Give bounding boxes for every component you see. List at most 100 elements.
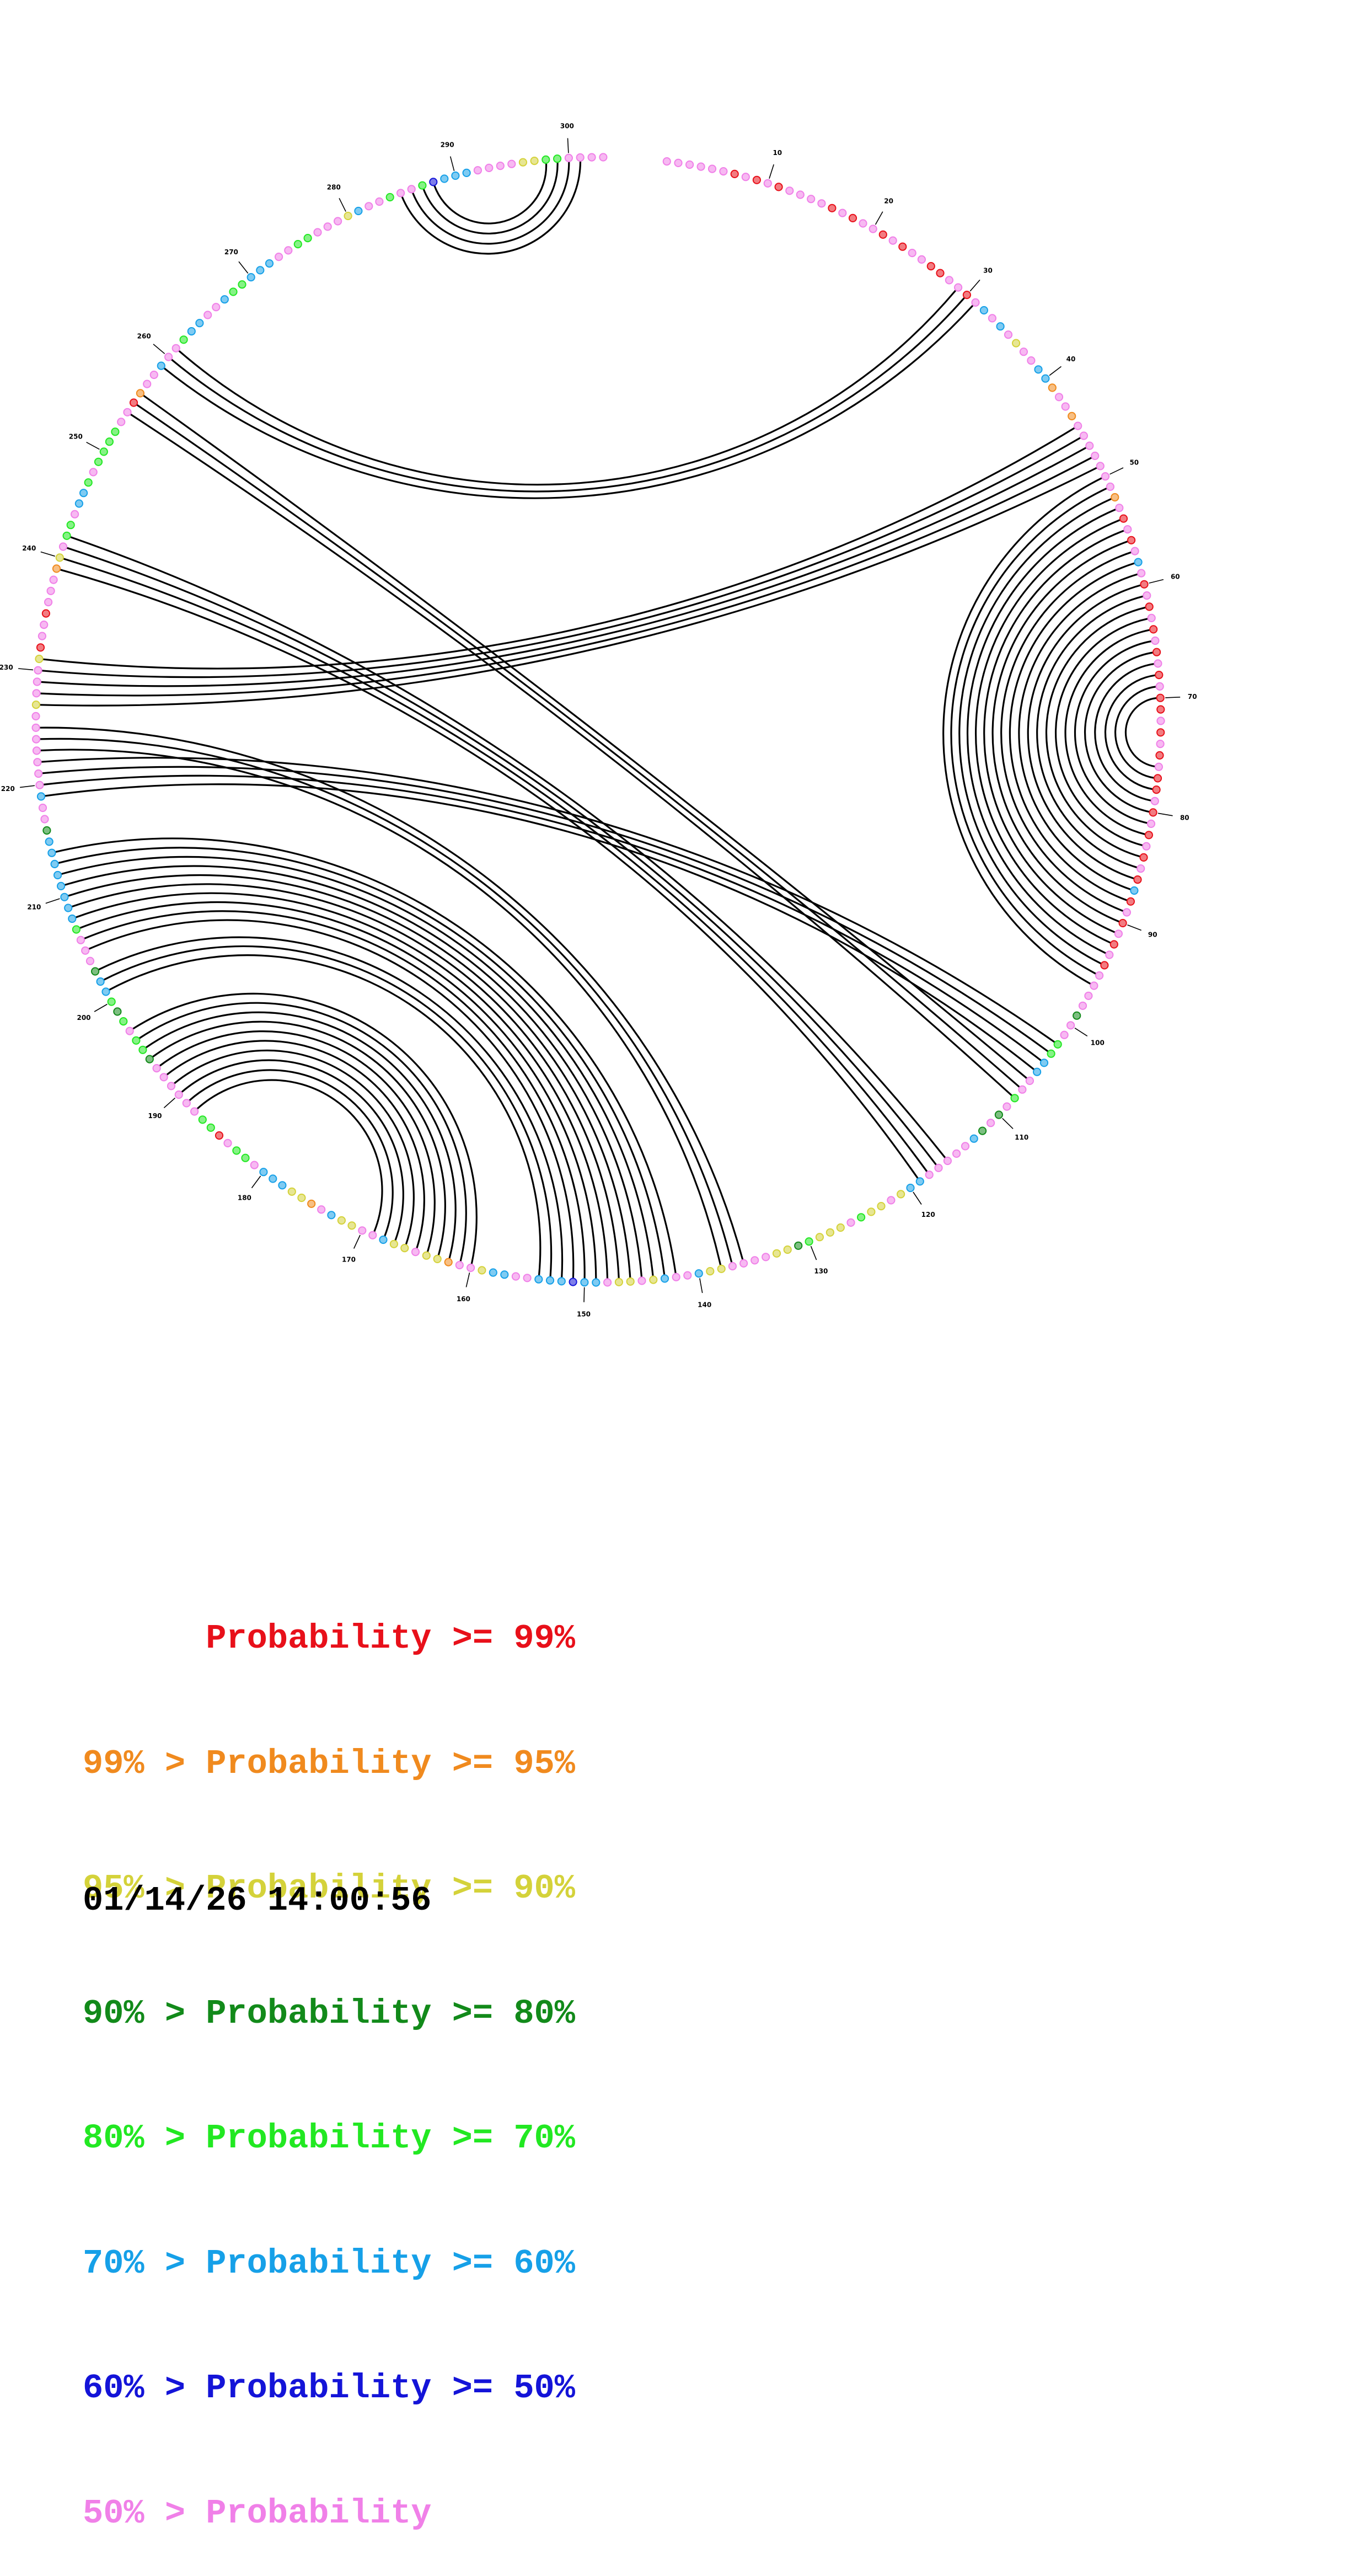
base-pair-arc-161-196: [138, 1002, 467, 1262]
nucleotide-148: [603, 1278, 612, 1287]
position-label-140: 140: [698, 1301, 711, 1309]
nucleotide-52: [1111, 493, 1119, 502]
nucleotide-150: [580, 1278, 589, 1287]
base-pair-arc-69-77: [1114, 686, 1156, 779]
circle-plot: 10 20 30 40 50 60 70 80 90 100 110 120 130 140 150 160 1…: [0, 122, 1197, 1318]
nucleotide-214: [47, 848, 56, 857]
nucleotide-289: [440, 174, 449, 183]
position-label-20: 20: [884, 197, 893, 205]
nucleotide-94: [1100, 961, 1109, 970]
base-pair-arc-60-86: [1027, 584, 1141, 880]
nucleotide-101: [1060, 1030, 1069, 1039]
base-pair-arc-52-94: [958, 498, 1112, 965]
base-pair-arc-118-240: [63, 558, 928, 1172]
nucleotide-15: [817, 199, 826, 208]
base-pair-arc-105-219: [45, 783, 1035, 1071]
base-pair-arc-59-87: [1018, 573, 1138, 890]
position-tick-10: [769, 164, 774, 179]
nucleotide-264: [195, 319, 204, 328]
position-tick-130: [810, 1246, 817, 1260]
nucleotide-37: [1019, 348, 1028, 356]
nucleotide-131: [794, 1241, 803, 1250]
nucleotide-66: [1152, 648, 1161, 656]
nucleotide-133: [772, 1249, 781, 1258]
position-tick-220: [20, 785, 35, 788]
nucleotide-187: [198, 1115, 207, 1124]
base-pair-arc-286-300: [412, 162, 570, 245]
legend-row-p50: 60% > Probability >= 50%: [83, 2369, 575, 2408]
nucleotide-61: [1143, 591, 1151, 600]
nucleotide-172: [337, 1216, 346, 1225]
nucleotide-30: [962, 291, 972, 300]
nucleotide-249: [94, 457, 103, 466]
nucleotide-65: [1151, 636, 1160, 645]
position-label-260: 260: [137, 333, 151, 340]
nucleotide-235: [41, 609, 51, 618]
nucleotide-113: [969, 1134, 978, 1143]
position-label-290: 290: [441, 141, 454, 148]
nucleotide-138: [717, 1264, 726, 1273]
nucleotide-73: [1156, 728, 1165, 737]
nucleotide-222: [33, 758, 42, 767]
nucleotide-173: [327, 1211, 336, 1220]
nucleotide-257: [143, 380, 152, 388]
base-pair-arc-45-231: [42, 427, 1075, 670]
position-tick-210: [45, 898, 60, 904]
nucleotide-12: [785, 186, 794, 195]
probability-legend: Probability >= 99% 99% > Probability >= …: [83, 1535, 575, 2576]
position-label-60: 60: [1171, 573, 1180, 580]
position-tick-30: [969, 279, 980, 292]
base-pair-arc-103-221: [42, 766, 1049, 1052]
nucleotide-82: [1144, 831, 1153, 840]
legend-row-p70: 80% > Probability >= 70%: [83, 2119, 575, 2158]
nucleotide-170: [358, 1226, 367, 1235]
base-pair-arc-287-299: [422, 162, 559, 234]
base-pair-arc-54-92: [975, 519, 1121, 944]
nucleotide-167: [389, 1239, 399, 1248]
nucleotide-169: [368, 1231, 377, 1239]
nucleotide-199: [113, 1007, 122, 1016]
nucleotide-186: [206, 1123, 215, 1132]
nucleotide-156: [511, 1272, 521, 1281]
nucleotide-6: [719, 167, 728, 176]
nucleotide-46: [1079, 431, 1089, 440]
base-pair-arc-162-195: [145, 1011, 457, 1259]
position-label-130: 130: [814, 1268, 828, 1275]
nucleotide-209: [64, 904, 73, 912]
position-label-80: 80: [1180, 814, 1189, 821]
base-pair-arc-66-80: [1084, 651, 1153, 813]
nucleotide-195: [138, 1045, 147, 1054]
nucleotide-205: [81, 946, 90, 955]
nucleotide-237: [46, 586, 55, 595]
nucleotide-283: [375, 197, 384, 206]
nucleotide-220: [35, 781, 44, 789]
position-tick-300: [567, 138, 569, 153]
position-label-200: 200: [77, 1014, 90, 1022]
position-label-180: 180: [238, 1194, 251, 1201]
base-pair-arc-58-88: [1009, 562, 1135, 901]
position-label-40: 40: [1066, 355, 1076, 363]
base-pair-arc-119-239: [60, 569, 919, 1179]
nucleotide-158: [489, 1268, 497, 1277]
nucleotide-303: [599, 153, 608, 162]
nucleotide-185: [215, 1131, 224, 1140]
legend-row-p95: 99% > Probability >= 95%: [83, 1744, 575, 1783]
nucleotide-67: [1154, 659, 1162, 668]
nucleotide-279: [334, 217, 342, 226]
nucleotide-28: [945, 276, 954, 285]
nucleotide-247: [84, 478, 93, 487]
nucleotide-240: [55, 553, 64, 562]
nucleotide-230: [34, 666, 42, 675]
nucleotide-11: [774, 183, 783, 191]
position-label-10: 10: [773, 149, 782, 157]
nucleotide-25: [917, 255, 926, 264]
nucleotide-143: [660, 1274, 669, 1283]
position-tick-200: [94, 1003, 108, 1012]
base-pair-arc-31-259: [163, 304, 974, 499]
nucleotide-135: [750, 1256, 759, 1265]
nucleotide-207: [72, 925, 81, 934]
base-pair-arc-145-211: [64, 865, 643, 1278]
nucleotide-272: [265, 259, 274, 268]
nucleotide-181: [250, 1161, 259, 1169]
nucleotide-255: [129, 398, 138, 407]
